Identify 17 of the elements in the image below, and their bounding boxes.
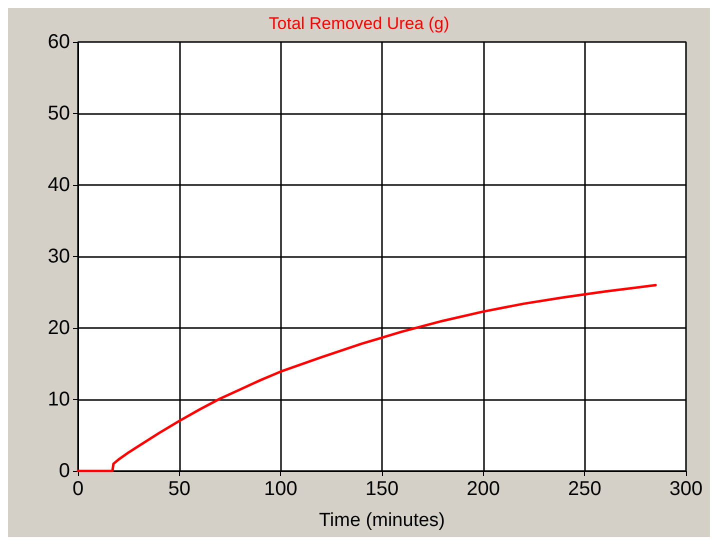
x-axis-title: Time (minutes) bbox=[319, 510, 445, 531]
y-tick-label: 20 bbox=[48, 317, 70, 339]
x-tick-label: 300 bbox=[669, 478, 703, 500]
line-series bbox=[76, 284, 657, 472]
y-tick-label: 50 bbox=[48, 102, 70, 124]
y-tick-label: 40 bbox=[48, 174, 70, 196]
y-tick-label: 30 bbox=[48, 246, 70, 268]
y-tick-label: 10 bbox=[48, 388, 70, 410]
y-tick-label: 0 bbox=[58, 460, 70, 482]
x-tick-label: 50 bbox=[168, 478, 190, 500]
x-tick-label: 250 bbox=[568, 478, 602, 500]
x-tick-label: 0 bbox=[72, 478, 84, 500]
chart-title: Total Removed Urea (g) bbox=[268, 14, 450, 33]
y-tick-label: 60 bbox=[48, 31, 70, 53]
x-tick-label: 100 bbox=[264, 478, 298, 500]
x-tick-label: 150 bbox=[365, 478, 399, 500]
x-tick-label: 200 bbox=[466, 478, 500, 500]
